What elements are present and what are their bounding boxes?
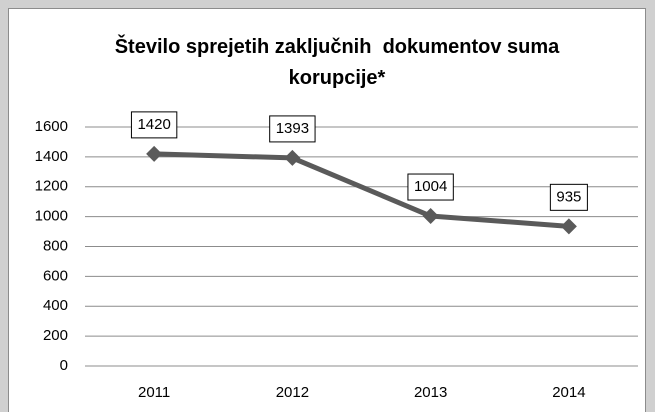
marker (560, 218, 577, 235)
y-tick-label: 200 (43, 327, 68, 344)
y-tick-label: 1600 (35, 118, 68, 135)
data-label: 1393 (276, 120, 309, 137)
y-tick-label: 400 (43, 297, 68, 314)
marker (146, 145, 163, 162)
y-tick-label: 600 (43, 267, 68, 284)
data-label-box (549, 183, 588, 211)
y-tick-label: 800 (43, 237, 68, 254)
y-tick-label: 1400 (35, 148, 68, 165)
y-tick-label: 0 (60, 357, 68, 374)
chart-title: Število sprejetih zaključnih dokumentov … (114, 36, 565, 89)
x-tick-label: 2014 (552, 384, 585, 401)
series-line (154, 151, 570, 229)
marker (284, 149, 301, 166)
x-tick-label: 2013 (414, 384, 447, 401)
x-tick-label: 2012 (276, 384, 309, 401)
data-label: 1420 (137, 116, 170, 133)
data-label-box (130, 111, 178, 139)
data-label-box (269, 115, 316, 143)
data-label: 935 (556, 188, 581, 205)
y-tick-label: 1000 (35, 208, 68, 225)
x-tick-label: 2011 (138, 384, 170, 401)
y-tick-label: 1200 (35, 178, 68, 195)
data-label: 1004 (414, 178, 447, 195)
data-label-box (407, 173, 454, 201)
marker (422, 208, 439, 225)
chart-panel (8, 8, 646, 412)
